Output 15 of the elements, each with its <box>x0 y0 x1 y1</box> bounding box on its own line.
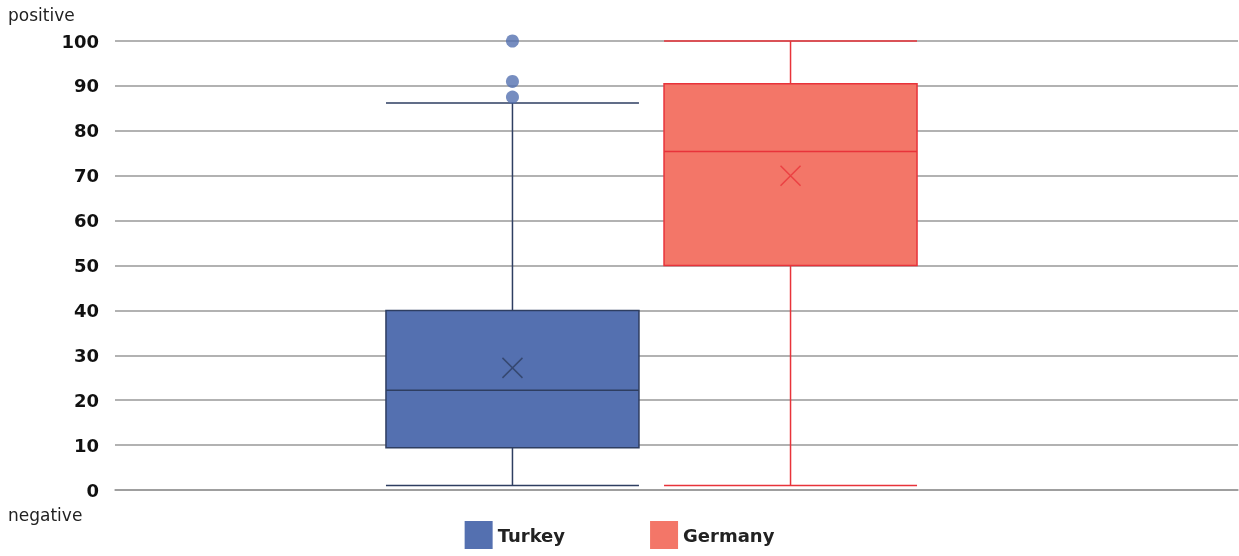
y-tick-label: 10 <box>73 434 99 456</box>
text: positive <box>8 4 75 25</box>
y-tick-label: 40 <box>73 299 99 321</box>
legend-label: Germany <box>683 524 775 546</box>
y-tick-label: 50 <box>73 255 99 276</box>
y-tick-label: 90 <box>73 75 99 97</box>
y-tick-label: 80 <box>73 120 99 142</box>
y-tick-label: 0 <box>86 479 99 501</box>
legend-label: Turkey <box>497 524 566 546</box>
y-tick-label: 60 <box>73 210 99 232</box>
y-tick-label: 20 <box>73 389 99 411</box>
y-tick-label: 70 <box>73 165 99 187</box>
y-tick-label: 100 <box>61 30 99 52</box>
y-tick-label: 30 <box>73 344 99 366</box>
text: negative <box>8 504 83 525</box>
